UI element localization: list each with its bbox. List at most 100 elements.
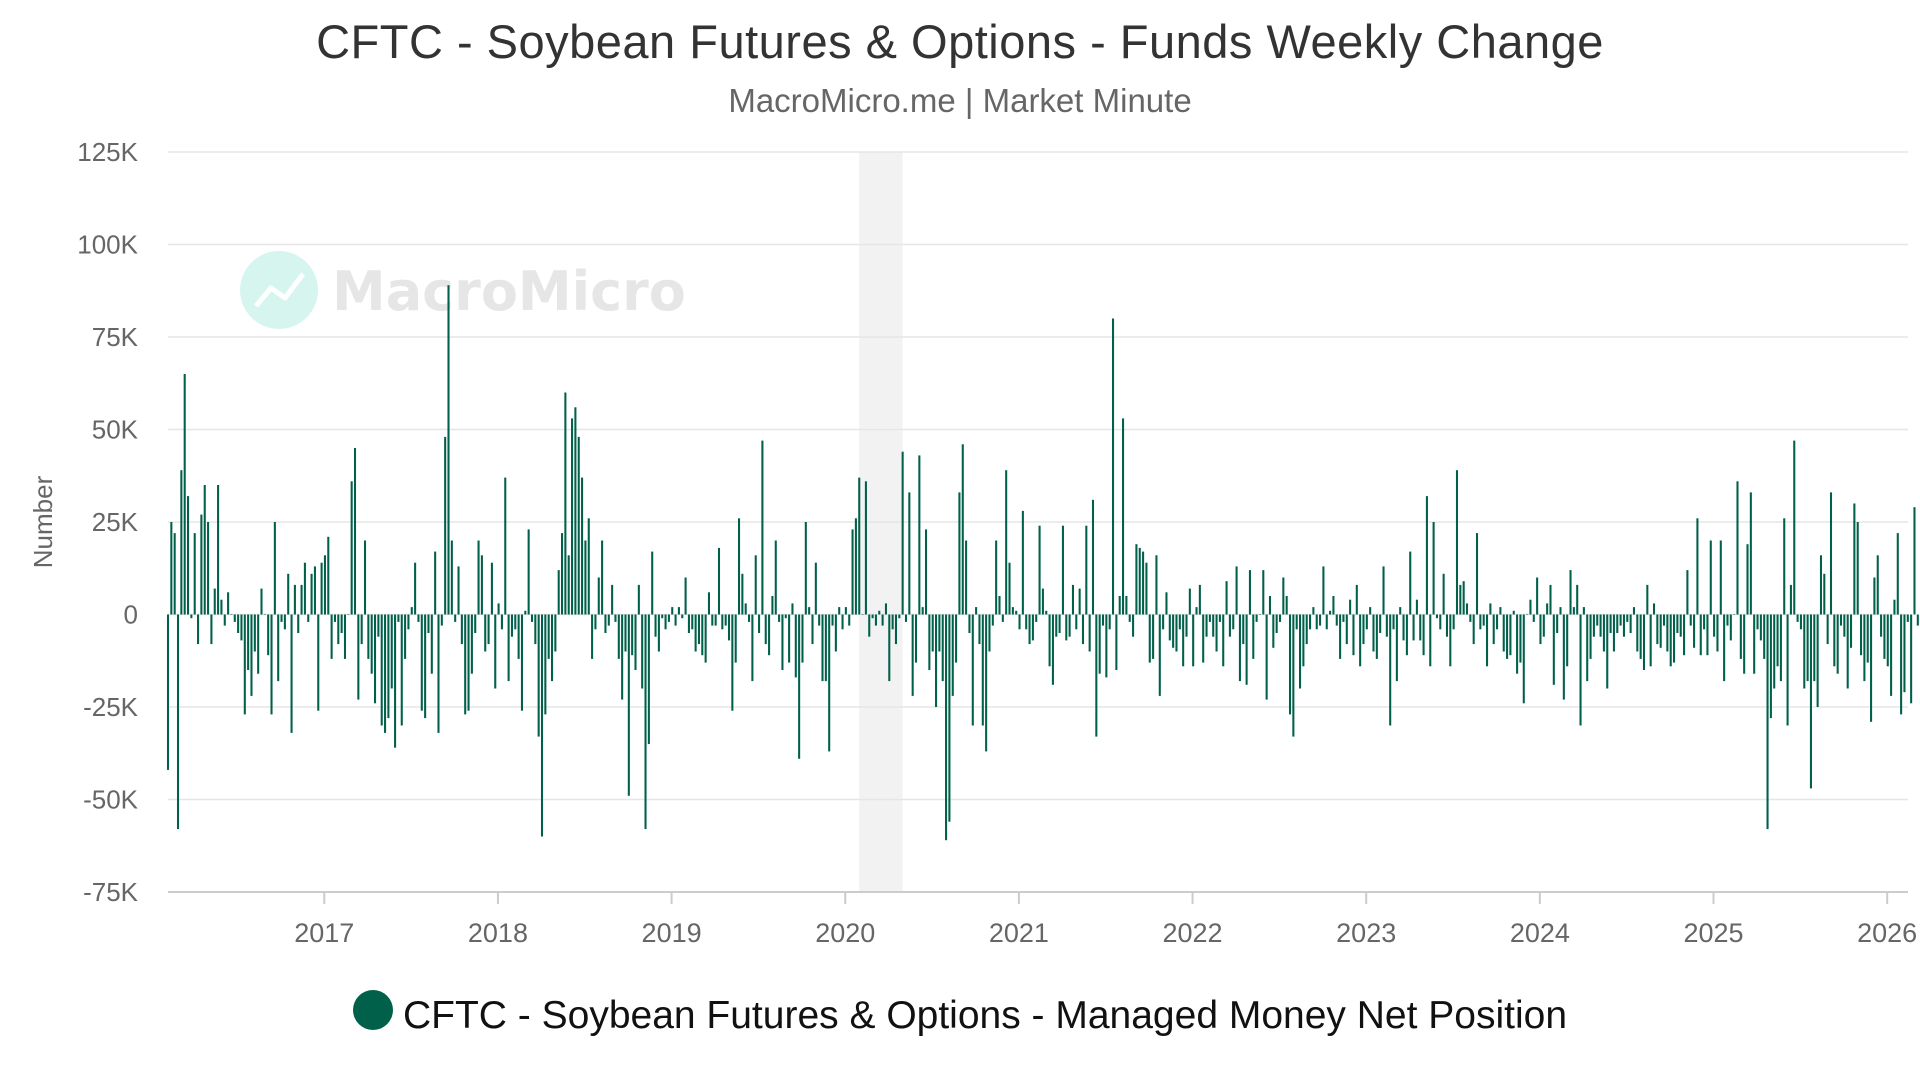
bar[interactable] xyxy=(697,614,700,645)
bar[interactable] xyxy=(1128,614,1131,622)
bar[interactable] xyxy=(437,614,440,733)
bar[interactable] xyxy=(624,614,627,652)
bar[interactable] xyxy=(230,614,233,616)
bar[interactable] xyxy=(1278,614,1282,622)
bar[interactable] xyxy=(250,614,253,696)
bar[interactable] xyxy=(457,566,460,615)
bar[interactable] xyxy=(1906,614,1909,622)
bar[interactable] xyxy=(1449,614,1452,667)
bar[interactable] xyxy=(701,614,704,656)
bar[interactable] xyxy=(1572,607,1575,615)
bar[interactable] xyxy=(1228,614,1231,637)
bar[interactable] xyxy=(1696,518,1699,615)
bar[interactable] xyxy=(1192,614,1195,667)
bar[interactable] xyxy=(407,614,410,630)
bar[interactable] xyxy=(1325,614,1328,630)
legend-series-label[interactable]: CFTC - Soybean Futures & Options - Manag… xyxy=(402,994,1568,1037)
bar[interactable] xyxy=(1726,614,1729,626)
bar[interactable] xyxy=(1312,607,1315,615)
bar[interactable] xyxy=(210,614,213,645)
bar[interactable] xyxy=(1075,614,1078,630)
bar[interactable] xyxy=(1268,596,1272,615)
bar[interactable] xyxy=(1662,614,1666,626)
bar[interactable] xyxy=(1683,614,1686,656)
bar[interactable] xyxy=(1803,614,1806,689)
bar[interactable] xyxy=(924,529,928,615)
bar[interactable] xyxy=(187,496,190,615)
bar[interactable] xyxy=(1786,614,1789,726)
bar[interactable] xyxy=(1582,607,1585,615)
bar[interactable] xyxy=(888,614,891,682)
bar[interactable] xyxy=(1472,614,1475,645)
bar[interactable] xyxy=(1652,603,1656,615)
bar[interactable] xyxy=(1419,614,1422,641)
bar[interactable] xyxy=(1025,614,1028,630)
bar[interactable] xyxy=(1789,584,1792,615)
bar[interactable] xyxy=(313,566,316,615)
bar[interactable] xyxy=(1252,614,1255,659)
bar[interactable] xyxy=(1152,614,1155,659)
bar[interactable] xyxy=(217,485,220,615)
bar[interactable] xyxy=(577,436,580,615)
bar[interactable] xyxy=(1195,607,1198,615)
bar[interactable] xyxy=(587,518,590,615)
bar[interactable] xyxy=(741,573,744,615)
bar[interactable] xyxy=(1132,614,1135,637)
bar[interactable] xyxy=(788,614,791,663)
bar[interactable] xyxy=(1796,614,1799,622)
bar[interactable] xyxy=(1529,599,1532,615)
bar[interactable] xyxy=(1379,614,1382,634)
bar[interactable] xyxy=(1863,614,1866,682)
bar[interactable] xyxy=(263,614,266,616)
bar[interactable] xyxy=(227,592,230,615)
bar[interactable] xyxy=(1395,614,1398,682)
bar[interactable] xyxy=(1743,614,1746,674)
bar[interactable] xyxy=(467,614,470,711)
bar[interactable] xyxy=(1896,533,1899,615)
bar[interactable] xyxy=(1011,607,1014,615)
bar[interactable] xyxy=(1546,603,1549,615)
bar[interactable] xyxy=(1111,318,1115,615)
bar[interactable] xyxy=(520,614,524,711)
bar[interactable] xyxy=(707,592,711,615)
bar[interactable] xyxy=(1031,614,1034,641)
bar[interactable] xyxy=(1556,614,1559,634)
bar[interactable] xyxy=(1489,603,1492,615)
bar[interactable] xyxy=(1001,614,1004,622)
bar[interactable] xyxy=(737,518,741,615)
bar[interactable] xyxy=(1723,614,1726,682)
bar[interactable] xyxy=(1536,577,1539,615)
bar[interactable] xyxy=(527,529,530,615)
bar[interactable] xyxy=(240,614,243,641)
bar[interactable] xyxy=(1709,540,1712,615)
bar[interactable] xyxy=(1579,614,1582,726)
bar[interactable] xyxy=(1632,607,1636,615)
bar[interactable] xyxy=(280,614,283,622)
bar[interactable] xyxy=(1412,614,1415,641)
bar[interactable] xyxy=(1369,607,1372,615)
bar[interactable] xyxy=(1185,614,1188,637)
bar[interactable] xyxy=(621,614,624,700)
bar[interactable] xyxy=(193,533,196,615)
bar[interactable] xyxy=(1258,614,1261,616)
bar[interactable] xyxy=(717,547,721,615)
bar[interactable] xyxy=(734,614,737,663)
bar[interactable] xyxy=(1422,614,1425,656)
bar[interactable] xyxy=(547,614,550,659)
bar[interactable] xyxy=(357,614,360,700)
bar[interactable] xyxy=(1819,555,1823,615)
bar[interactable] xyxy=(1679,614,1682,637)
bar[interactable] xyxy=(380,614,383,726)
bar[interactable] xyxy=(774,540,777,615)
bar[interactable] xyxy=(1499,607,1502,615)
bar[interactable] xyxy=(1162,614,1165,630)
bar[interactable] xyxy=(350,481,353,615)
bar[interactable] xyxy=(861,614,864,616)
bar[interactable] xyxy=(1142,551,1145,615)
bar[interactable] xyxy=(1602,614,1605,652)
bar[interactable] xyxy=(500,614,503,630)
bar[interactable] xyxy=(534,614,537,645)
bar[interactable] xyxy=(834,614,837,652)
bar[interactable] xyxy=(273,522,276,615)
bar[interactable] xyxy=(1673,614,1676,663)
